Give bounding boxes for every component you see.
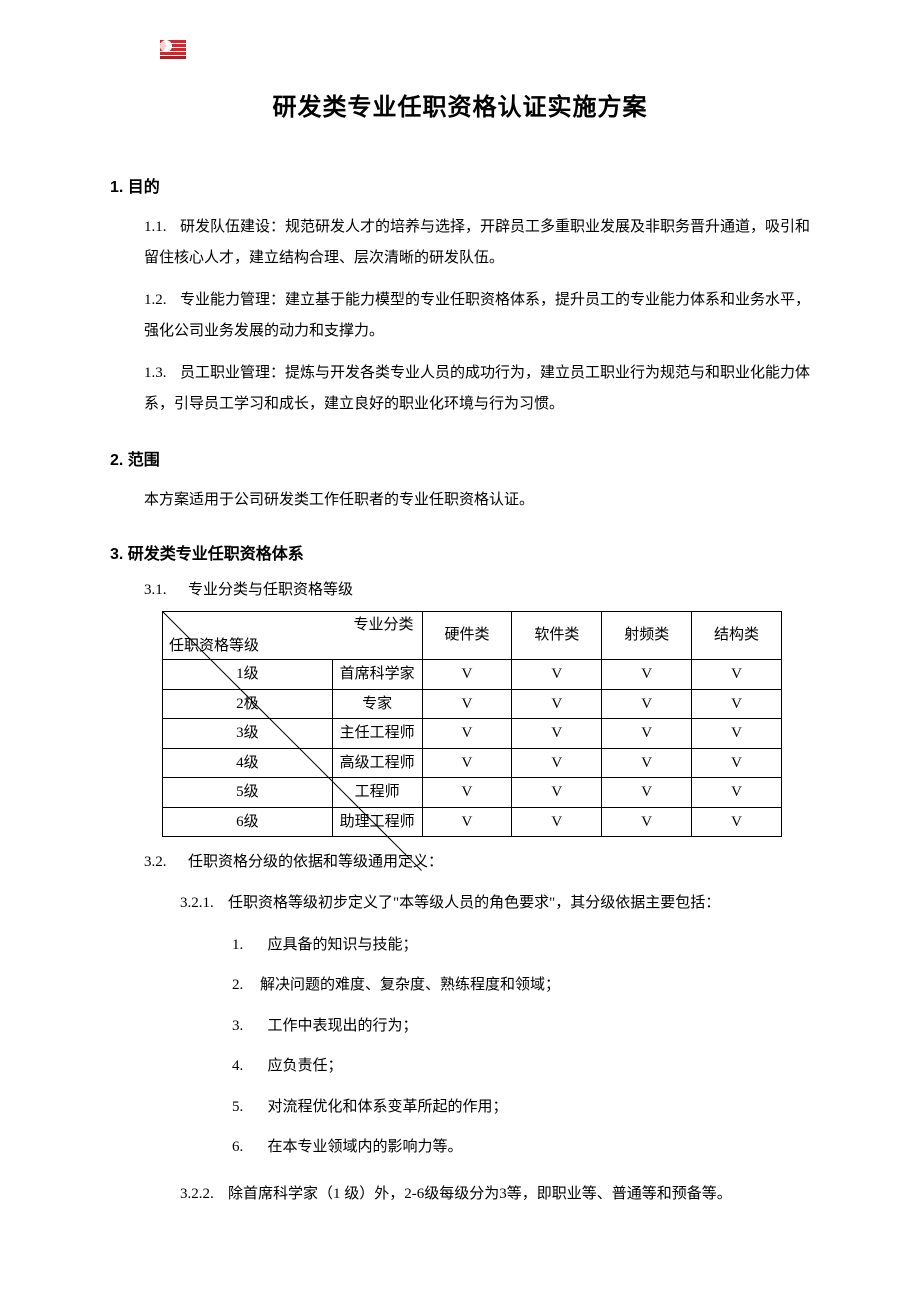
item-number: 1.3.: [144, 358, 180, 390]
item-text: 应具备的知识与技能；: [268, 937, 418, 953]
diag-top-label: 专业分类: [354, 614, 414, 637]
title-cell: 助理工程师: [332, 807, 422, 837]
mark-cell: V: [512, 807, 602, 837]
list-item: 1. 应具备的知识与技能；: [110, 928, 810, 963]
list-item: 5. 对流程优化和体系变革所起的作用；: [110, 1090, 810, 1125]
title-cell: 主任工程师: [332, 719, 422, 749]
col-header: 结构类: [692, 612, 782, 660]
item-text: 除首席科学家（1 级）外，2-6级每级分为3等，即职业等、普通等和预备等。: [228, 1186, 732, 1202]
mark-cell: V: [422, 748, 512, 778]
item-text: 任职资格等级初步定义了"本等级人员的角色要求"，其分级依据主要包括：: [228, 895, 720, 911]
mark-cell: V: [422, 807, 512, 837]
item-number: 5.: [232, 1090, 260, 1125]
mark-cell: V: [422, 689, 512, 719]
mark-cell: V: [602, 719, 692, 749]
mark-cell: V: [512, 660, 602, 690]
table-row: 5级 工程师 V V V V: [163, 778, 782, 808]
item-text: 工作中表现出的行为；: [268, 1018, 418, 1034]
section-1-heading: 1. 目的: [110, 176, 810, 200]
title-cell: 首席科学家: [332, 660, 422, 690]
item-text: 专业分类与任职资格等级: [188, 582, 353, 598]
section-2-heading: 2. 范围: [110, 449, 810, 473]
qualification-table: 专业分类 任职资格等级 硬件类 软件类 射频类 结构类 1级 首席科学家 V V…: [162, 611, 782, 837]
list-item: 1.2.专业能力管理：建立基于能力模型的专业任职资格体系，提升员工的专业能力体系…: [144, 285, 810, 348]
level-cell: 1级: [163, 660, 333, 690]
item-number: 1.1.: [144, 212, 180, 244]
section-3-heading: 3. 研发类专业任职资格体系: [110, 543, 810, 567]
mark-cell: V: [512, 719, 602, 749]
item-number: 3.2.1.: [180, 888, 228, 918]
item-number: 3.2.: [144, 851, 188, 874]
item-text: 解决问题的难度、复杂度、熟练程度和领域；: [260, 977, 560, 993]
mark-cell: V: [692, 778, 782, 808]
item-text: 任职资格分级的依据和等级通用定义：: [188, 854, 443, 870]
item-number: 4.: [232, 1049, 260, 1084]
diag-bot-label: 任职资格等级: [169, 635, 259, 658]
list-item: 3. 工作中表现出的行为；: [110, 1009, 810, 1044]
mark-cell: V: [602, 660, 692, 690]
diagonal-header: 专业分类 任职资格等级: [163, 612, 423, 660]
mark-cell: V: [422, 660, 512, 690]
section-3-2-1: 3.2.1.任职资格等级初步定义了"本等级人员的角色要求"，其分级依据主要包括：: [110, 888, 810, 918]
item-number: 3.1.: [144, 579, 188, 602]
mark-cell: V: [602, 748, 692, 778]
mark-cell: V: [602, 778, 692, 808]
table-row: 2极 专家 V V V V: [163, 689, 782, 719]
level-cell: 4级: [163, 748, 333, 778]
logo-icon: [160, 40, 186, 62]
company-logo: [160, 40, 810, 70]
list-item: 6. 在本专业领域内的影响力等。: [110, 1130, 810, 1165]
list-item: 1.3.员工职业管理：提炼与开发各类专业人员的成功行为，建立员工职业行为规范与和…: [144, 358, 810, 421]
document-page: 研发类专业任职资格认证实施方案 1. 目的 1.1.研发队伍建设：规范研发人才的…: [0, 0, 920, 1279]
mark-cell: V: [422, 719, 512, 749]
title-cell: 专家: [332, 689, 422, 719]
level-cell: 2极: [163, 689, 333, 719]
table-row: 1级 首席科学家 V V V V: [163, 660, 782, 690]
item-text: 在本专业领域内的影响力等。: [268, 1139, 463, 1155]
col-header: 软件类: [512, 612, 602, 660]
list-item: 4. 应负责任；: [110, 1049, 810, 1084]
level-cell: 5级: [163, 778, 333, 808]
item-number: 3.: [232, 1009, 260, 1044]
document-title: 研发类专业任职资格认证实施方案: [110, 90, 810, 126]
list-item: 1.1.研发队伍建设：规范研发人才的培养与选择，开辟员工多重职业发展及非职务晋升…: [144, 212, 810, 275]
mark-cell: V: [602, 689, 692, 719]
item-number: 2.: [232, 968, 260, 1003]
section-1-list: 1.1.研发队伍建设：规范研发人才的培养与选择，开辟员工多重职业发展及非职务晋升…: [110, 212, 810, 421]
mark-cell: V: [422, 778, 512, 808]
section-2-text: 本方案适用于公司研发类工作任职者的专业任职资格认证。: [110, 485, 810, 515]
item-number: 1.2.: [144, 285, 180, 317]
mark-cell: V: [692, 748, 782, 778]
item-number: 3.2.2.: [180, 1179, 228, 1209]
item-number: 6.: [232, 1130, 260, 1165]
table-row: 4级 高级工程师 V V V V: [163, 748, 782, 778]
mark-cell: V: [512, 689, 602, 719]
item-number: 1.: [232, 928, 260, 963]
section-3-2: 3.2.任职资格分级的依据和等级通用定义：: [110, 851, 810, 874]
list-item: 2.解决问题的难度、复杂度、熟练程度和领域；: [110, 968, 810, 1003]
mark-cell: V: [512, 778, 602, 808]
item-text: 应负责任；: [268, 1058, 343, 1074]
item-text: 专业能力管理：建立基于能力模型的专业任职资格体系，提升员工的专业能力体系和业务水…: [144, 292, 810, 340]
item-text: 员工职业管理：提炼与开发各类专业人员的成功行为，建立员工职业行为规范与和职业化能…: [144, 365, 810, 413]
mark-cell: V: [692, 660, 782, 690]
level-cell: 6级: [163, 807, 333, 837]
item-text: 对流程优化和体系变革所起的作用；: [268, 1099, 508, 1115]
table-row: 6级 助理工程师 V V V V: [163, 807, 782, 837]
mark-cell: V: [692, 807, 782, 837]
item-text: 研发队伍建设：规范研发人才的培养与选择，开辟员工多重职业发展及非职务晋升通道，吸…: [144, 219, 810, 267]
col-header: 硬件类: [422, 612, 512, 660]
section-3-1: 3.1.专业分类与任职资格等级: [110, 579, 810, 602]
section-3-2-2: 3.2.2.除首席科学家（1 级）外，2-6级每级分为3等，即职业等、普通等和预…: [110, 1179, 810, 1209]
title-cell: 高级工程师: [332, 748, 422, 778]
title-cell: 工程师: [332, 778, 422, 808]
table-header-row: 专业分类 任职资格等级 硬件类 软件类 射频类 结构类: [163, 612, 782, 660]
level-cell: 3级: [163, 719, 333, 749]
mark-cell: V: [602, 807, 692, 837]
mark-cell: V: [512, 748, 602, 778]
table-row: 3级 主任工程师 V V V V: [163, 719, 782, 749]
mark-cell: V: [692, 719, 782, 749]
col-header: 射频类: [602, 612, 692, 660]
mark-cell: V: [692, 689, 782, 719]
